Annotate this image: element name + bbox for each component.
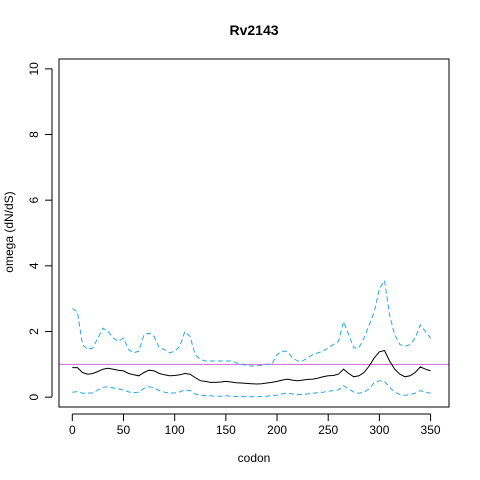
x-tick-label: 350 <box>421 423 441 437</box>
plot-frame <box>58 58 450 408</box>
x-tick-label: 200 <box>267 423 287 437</box>
x-tick-label: 0 <box>69 423 76 437</box>
y-tick-label: 10 <box>27 62 41 76</box>
y-axis: 0 2 4 6 8 10 <box>27 62 53 400</box>
x-tick-label: 50 <box>117 423 131 437</box>
series-line-upper <box>72 279 431 367</box>
x-axis: 0 50 100 150 200 250 300 350 <box>69 413 441 437</box>
x-tick-label: 150 <box>216 423 236 437</box>
series-line-omega <box>72 349 431 385</box>
x-axis-label: codon <box>238 451 271 465</box>
chart-title: Rv2143 <box>229 22 278 38</box>
x-tick-label: 100 <box>165 423 185 437</box>
y-tick-label: 8 <box>27 131 41 138</box>
x-tick-label: 300 <box>369 423 389 437</box>
series-line-lower <box>72 380 431 398</box>
plot-layer <box>59 279 449 398</box>
x-tick-label: 250 <box>318 423 338 437</box>
y-tick-label: 6 <box>27 197 41 204</box>
y-tick-label: 0 <box>27 393 41 400</box>
y-axis-label: omega (dN/dS) <box>2 191 16 272</box>
y-tick-label: 2 <box>27 328 41 335</box>
y-tick-label: 4 <box>27 262 41 269</box>
